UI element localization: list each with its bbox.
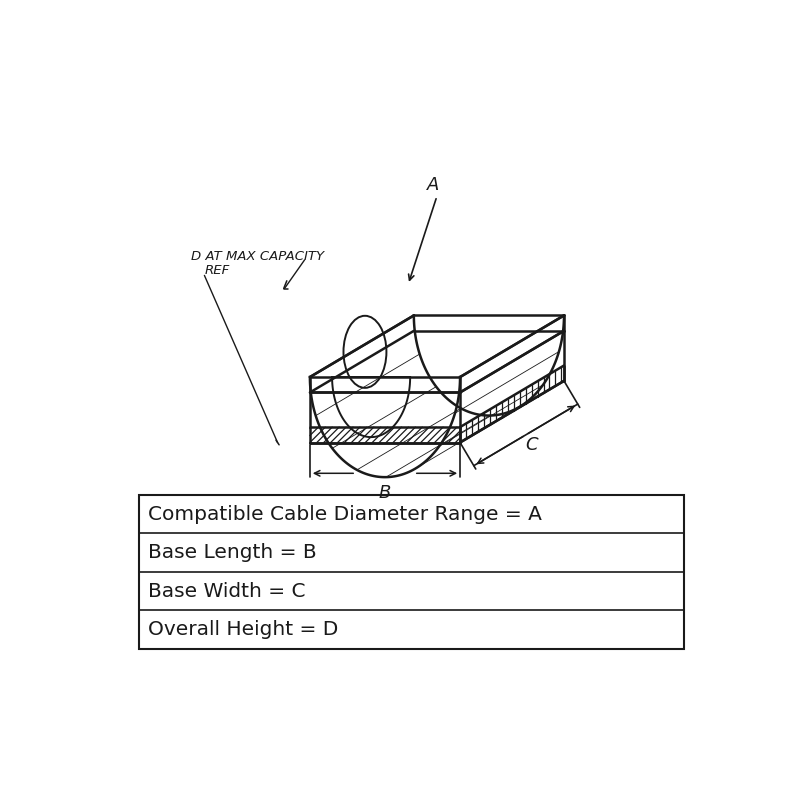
Text: D AT MAX CAPACITY: D AT MAX CAPACITY (190, 250, 324, 262)
Bar (139, 495, 684, 649)
Text: B: B (378, 484, 391, 502)
Text: Base Length = B: Base Length = B (148, 543, 317, 562)
Text: C: C (526, 436, 538, 454)
Text: Overall Height = D: Overall Height = D (148, 620, 338, 639)
Text: A: A (427, 175, 439, 194)
Text: Compatible Cable Diameter Range = A: Compatible Cable Diameter Range = A (148, 505, 542, 524)
Text: REF: REF (205, 263, 230, 277)
Text: Base Width = C: Base Width = C (148, 582, 306, 601)
